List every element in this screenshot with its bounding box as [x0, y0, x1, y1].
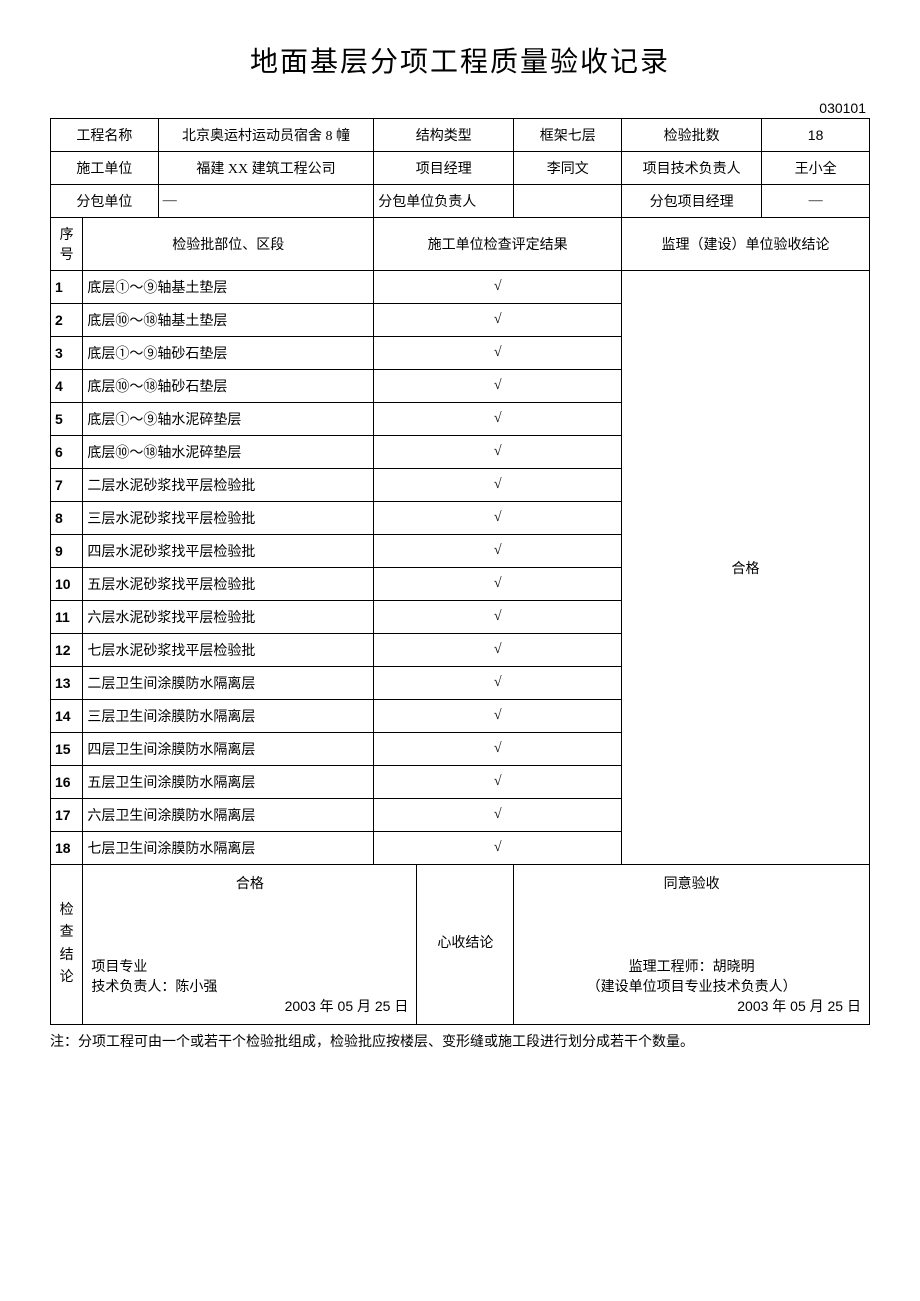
- location-cell: 五层卫生间涂膜防水隔离层: [83, 766, 374, 799]
- seq-cell: 15: [51, 733, 83, 766]
- accept-status: 同意验收: [522, 873, 861, 893]
- project-manager: 李同文: [514, 152, 622, 185]
- main-table: 工程名称 北京奥运村运动员宿舍 8 幢 结构类型 框架七层 检验批数 18 施工…: [50, 118, 870, 1025]
- project-name-label: 工程名称: [51, 119, 159, 152]
- subcontractor-pm-label: 分包项目经理: [622, 185, 762, 218]
- tech-lead-label: 项目技术负责人: [622, 152, 762, 185]
- result-cell: √: [374, 436, 622, 469]
- seq-cell: 16: [51, 766, 83, 799]
- tech-lead: 王小全: [762, 152, 870, 185]
- seq-cell: 9: [51, 535, 83, 568]
- check-person: 技术负责人：陈小强: [91, 976, 408, 996]
- result-cell: √: [374, 370, 622, 403]
- footer-note: 注：分项工程可由一个或若干个检验批组成，检验批应按楼层、变形缝或施工段进行划分成…: [50, 1031, 870, 1051]
- result-cell: √: [374, 601, 622, 634]
- location-cell: 底层⑩～⑱轴基土垫层: [83, 304, 374, 337]
- check-role: 项目专业: [91, 956, 408, 976]
- seq-cell: 11: [51, 601, 83, 634]
- check-status: 合格: [91, 873, 408, 893]
- accept-conclusion-cell: 同意验收 监理工程师：胡晓明 （建设单位项目专业技术负责人） 2003 年 05…: [514, 865, 870, 1025]
- result-cell: √: [374, 634, 622, 667]
- location-cell: 七层卫生间涂膜防水隔离层: [83, 832, 374, 865]
- check-label: 检查结论: [51, 865, 83, 1025]
- location-cell: 四层水泥砂浆找平层检验批: [83, 535, 374, 568]
- subcontractor: —: [158, 185, 374, 218]
- location-cell: 二层卫生间涂膜防水隔离层: [83, 667, 374, 700]
- table-row: 1底层①～⑨轴基土垫层√合格: [51, 271, 870, 304]
- accept-date: 2003 年 05 月 25 日: [522, 996, 861, 1016]
- inspection-count-label: 检验批数: [622, 119, 762, 152]
- page-title: 地面基层分项工程质量验收记录: [50, 40, 870, 80]
- location-cell: 底层⑩～⑱轴水泥碎垫层: [83, 436, 374, 469]
- seq-cell: 3: [51, 337, 83, 370]
- result-cell: √: [374, 271, 622, 304]
- header-row-1: 工程名称 北京奥运村运动员宿舍 8 幢 结构类型 框架七层 检验批数 18: [51, 119, 870, 152]
- result-cell: √: [374, 733, 622, 766]
- result-header: 施工单位检查评定结果: [374, 218, 622, 271]
- footer-row: 检查结论 合格 项目专业 技术负责人：陈小强 2003 年 05 月 25 日 …: [51, 865, 870, 1025]
- construction-unit-label: 施工单位: [51, 152, 159, 185]
- seq-header: 序号: [51, 218, 83, 271]
- result-cell: √: [374, 469, 622, 502]
- seq-cell: 8: [51, 502, 83, 535]
- result-cell: √: [374, 535, 622, 568]
- check-date: 2003 年 05 月 25 日: [91, 996, 408, 1016]
- result-cell: √: [374, 403, 622, 436]
- location-cell: 七层水泥砂浆找平层检验批: [83, 634, 374, 667]
- seq-cell: 7: [51, 469, 83, 502]
- seq-cell: 4: [51, 370, 83, 403]
- document-number: 030101: [50, 100, 870, 116]
- result-cell: √: [374, 700, 622, 733]
- seq-cell: 2: [51, 304, 83, 337]
- subcontractor-label: 分包单位: [51, 185, 159, 218]
- location-cell: 底层①～⑨轴水泥碎垫层: [83, 403, 374, 436]
- seq-cell: 14: [51, 700, 83, 733]
- subcontractor-pm: —: [762, 185, 870, 218]
- location-cell: 三层水泥砂浆找平层检验批: [83, 502, 374, 535]
- seq-cell: 13: [51, 667, 83, 700]
- location-cell: 三层卫生间涂膜防水隔离层: [83, 700, 374, 733]
- column-header-row: 序号 检验批部位、区段 施工单位检查评定结果 监理（建设）单位验收结论: [51, 218, 870, 271]
- accept-label: 心收结论: [417, 865, 514, 1025]
- project-name: 北京奥运村运动员宿舍 8 幢: [158, 119, 374, 152]
- conclusion-header: 监理（建设）单位验收结论: [622, 218, 870, 271]
- accept-engineer: 监理工程师：胡晓明: [522, 956, 861, 976]
- location-cell: 五层水泥砂浆找平层检验批: [83, 568, 374, 601]
- seq-cell: 6: [51, 436, 83, 469]
- check-conclusion-cell: 合格 项目专业 技术负责人：陈小强 2003 年 05 月 25 日: [83, 865, 417, 1025]
- subcontractor-lead-label: 分包单位负责人: [374, 185, 514, 218]
- seq-cell: 12: [51, 634, 83, 667]
- header-row-3: 分包单位 — 分包单位负责人 分包项目经理 —: [51, 185, 870, 218]
- result-cell: √: [374, 568, 622, 601]
- location-cell: 底层⑩～⑱轴砂石垫层: [83, 370, 374, 403]
- structure-type-label: 结构类型: [374, 119, 514, 152]
- location-cell: 六层水泥砂浆找平层检验批: [83, 601, 374, 634]
- seq-cell: 5: [51, 403, 83, 436]
- subcontractor-lead: [514, 185, 622, 218]
- result-cell: √: [374, 832, 622, 865]
- result-cell: √: [374, 304, 622, 337]
- header-row-2: 施工单位 福建 XX 建筑工程公司 项目经理 李同文 项目技术负责人 王小全: [51, 152, 870, 185]
- inspection-count: 18: [762, 119, 870, 152]
- structure-type: 框架七层: [514, 119, 622, 152]
- location-cell: 底层①～⑨轴砂石垫层: [83, 337, 374, 370]
- construction-unit: 福建 XX 建筑工程公司: [158, 152, 374, 185]
- location-cell: 底层①～⑨轴基土垫层: [83, 271, 374, 304]
- result-cell: √: [374, 766, 622, 799]
- location-cell: 四层卫生间涂膜防水隔离层: [83, 733, 374, 766]
- overall-conclusion-cell: 合格: [622, 271, 870, 865]
- result-cell: √: [374, 337, 622, 370]
- location-header: 检验批部位、区段: [83, 218, 374, 271]
- result-cell: √: [374, 799, 622, 832]
- seq-cell: 1: [51, 271, 83, 304]
- location-cell: 二层水泥砂浆找平层检验批: [83, 469, 374, 502]
- result-cell: √: [374, 667, 622, 700]
- accept-note: （建设单位项目专业技术负责人）: [522, 976, 861, 996]
- location-cell: 六层卫生间涂膜防水隔离层: [83, 799, 374, 832]
- seq-cell: 18: [51, 832, 83, 865]
- result-cell: √: [374, 502, 622, 535]
- seq-cell: 17: [51, 799, 83, 832]
- project-manager-label: 项目经理: [374, 152, 514, 185]
- seq-cell: 10: [51, 568, 83, 601]
